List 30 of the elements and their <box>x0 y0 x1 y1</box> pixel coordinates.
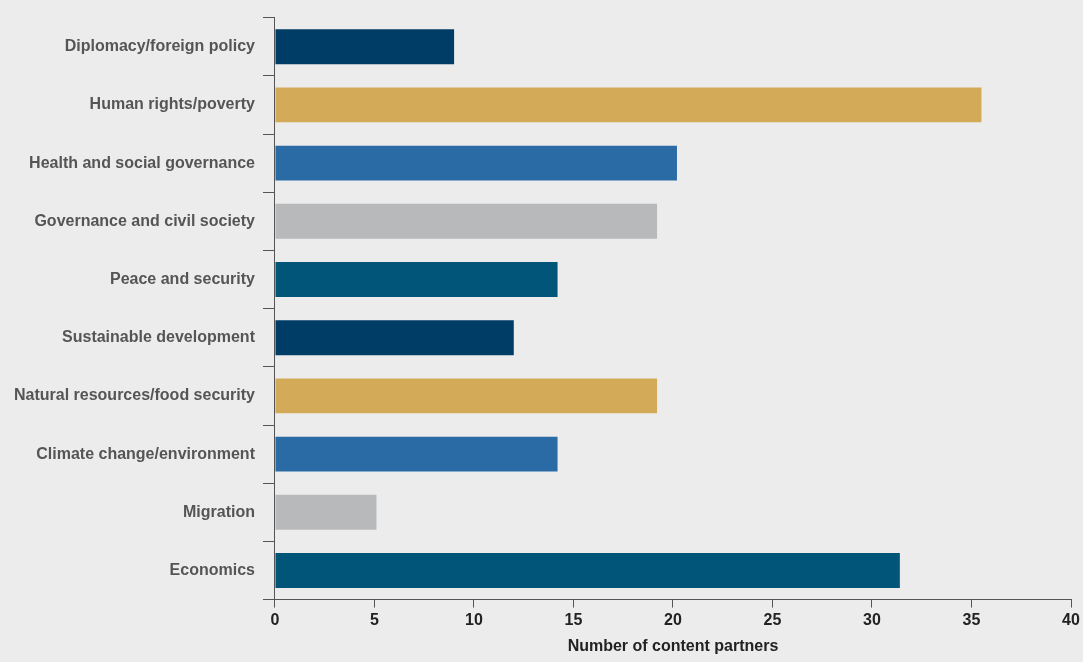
x-tick-label: 15 <box>564 610 583 628</box>
x-tick-label: 0 <box>270 610 280 628</box>
bar <box>275 320 514 356</box>
y-tick-label: Migration <box>182 502 255 520</box>
x-tick-label: 30 <box>863 610 881 628</box>
y-tick-label: Sustainable development <box>62 328 256 346</box>
bar <box>275 553 900 588</box>
bar <box>275 145 677 181</box>
x-tick-label: 25 <box>763 610 782 628</box>
y-tick-label: Natural resources/food security <box>14 386 256 404</box>
bar <box>275 203 658 239</box>
bar <box>275 378 658 414</box>
bar <box>275 262 558 297</box>
y-tick-label: Governance and civil society <box>34 211 256 229</box>
y-tick-label: Economics <box>169 560 256 578</box>
x-tick-label: 40 <box>1062 610 1080 628</box>
y-tick-label: Human rights/poverty <box>89 95 256 113</box>
y-tick-label: Climate change/environment <box>36 444 256 462</box>
bar <box>275 436 558 472</box>
x-tick-label: 35 <box>962 610 981 628</box>
y-tick-label: Diplomacy/foreign policy <box>64 37 256 55</box>
x-tick-label: 10 <box>465 610 483 628</box>
bar <box>275 87 982 123</box>
x-tick-label: 20 <box>664 610 682 628</box>
x-tick-label: 5 <box>370 610 380 628</box>
y-tick-label: Peace and security <box>110 269 256 287</box>
y-tick-label: Health and social governance <box>29 153 256 171</box>
bar <box>275 29 455 65</box>
bar <box>275 494 377 530</box>
x-axis-title: Number of content partners <box>567 636 779 654</box>
